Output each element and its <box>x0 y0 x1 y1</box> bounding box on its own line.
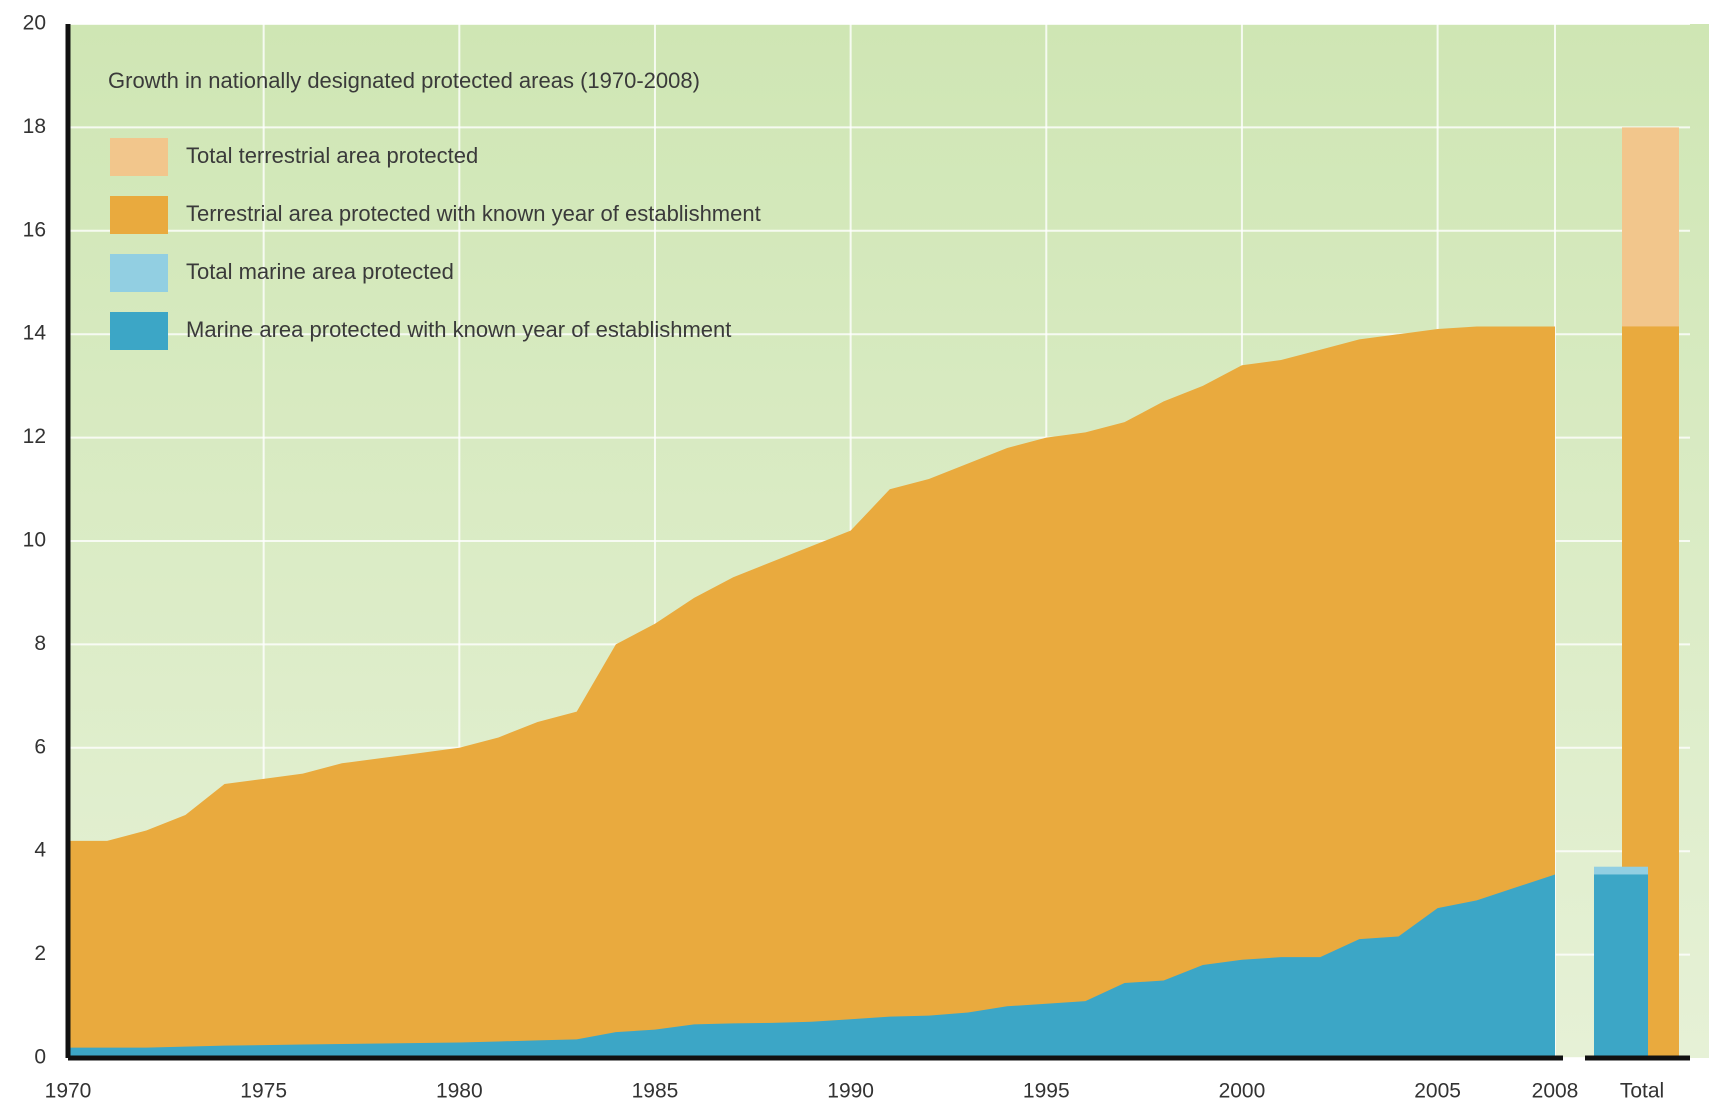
y-tick-label: 16 <box>23 218 46 241</box>
x-tick-label: 1985 <box>632 1080 679 1103</box>
y-tick-label: 2 <box>34 942 46 965</box>
legend-swatch <box>110 138 168 176</box>
legend: Growth in nationally designated protecte… <box>108 68 761 350</box>
legend-swatch <box>110 254 168 292</box>
x-tick-label: 1970 <box>45 1080 92 1103</box>
y-tick-label: 6 <box>34 735 46 758</box>
y-tick-label: 0 <box>34 1046 46 1069</box>
legend-label: Total marine area protected <box>186 259 454 284</box>
x-tick-label: 1995 <box>1023 1080 1070 1103</box>
x-tick-label: 2008 <box>1532 1080 1579 1103</box>
chart-title: Growth in nationally designated protecte… <box>108 68 700 93</box>
axes <box>65 24 1690 1061</box>
y-tick-label: 20 <box>23 12 46 35</box>
legend-label: Total terrestrial area protected <box>186 143 478 168</box>
legend-swatch <box>110 312 168 350</box>
marks <box>68 127 1679 1058</box>
y-tick-label: 10 <box>23 529 46 552</box>
y-tick-label: 4 <box>34 839 46 862</box>
area <box>68 874 1555 1058</box>
x-tick-label: 1975 <box>240 1080 287 1103</box>
y-tick-label: 12 <box>23 425 46 448</box>
x-tick-label: 2005 <box>1414 1080 1461 1103</box>
area <box>68 326 1555 1058</box>
y-tick-label: 14 <box>23 322 47 345</box>
legend-label: Marine area protected with known year of… <box>186 317 731 342</box>
y-tick-label: 18 <box>23 115 46 138</box>
x-tick-label: 1980 <box>436 1080 483 1103</box>
x-tick-label: Total <box>1620 1080 1664 1103</box>
y-tick-label: 8 <box>34 632 46 655</box>
x-tick-label: 2000 <box>1219 1080 1266 1103</box>
legend-label: Terrestrial area protected with known ye… <box>186 201 761 226</box>
x-tick-label: 1990 <box>827 1080 874 1103</box>
known-bar <box>1594 874 1648 1058</box>
legend-swatch <box>110 196 168 234</box>
